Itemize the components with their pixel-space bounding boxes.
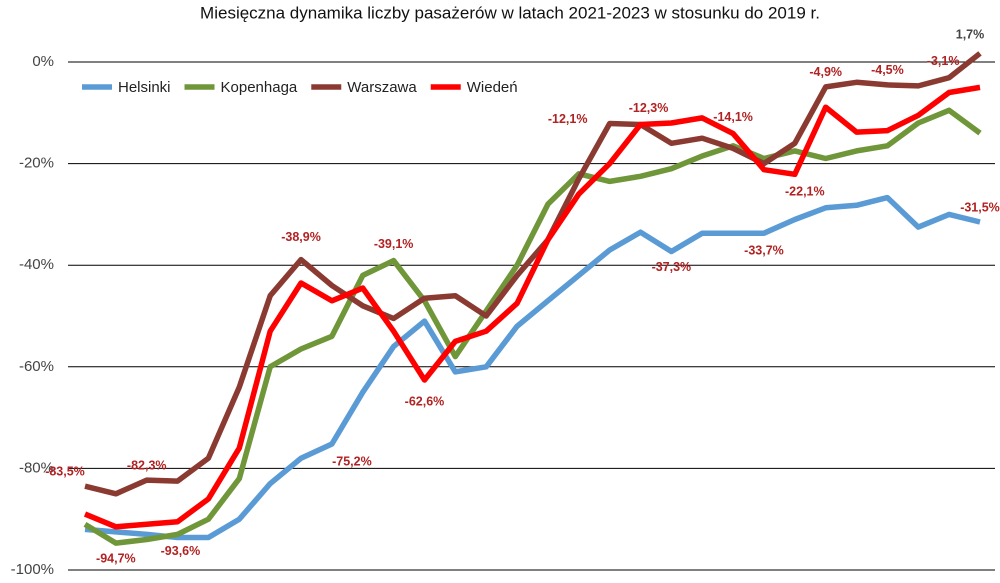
- y-tick-label: -100%: [11, 561, 54, 578]
- series-line: [83, 107, 982, 546]
- data-label: -4,5%: [871, 63, 904, 77]
- series-line: [83, 84, 981, 530]
- chart-title: Miesięczna dynamika liczby pasażerów w l…: [200, 3, 820, 22]
- y-tick-label: -40%: [19, 256, 54, 273]
- y-tick-label: -60%: [19, 358, 54, 375]
- legend-label: Wiedeń: [467, 79, 518, 96]
- legend-label: Kopenhaga: [221, 79, 298, 96]
- data-label: -12,1%: [548, 112, 588, 126]
- data-label: -33,7%: [744, 243, 784, 257]
- data-label: -82,3%: [127, 458, 167, 472]
- data-label: -12,3%: [629, 101, 669, 115]
- data-label: -4,9%: [809, 65, 842, 79]
- y-tick-label: -80%: [19, 459, 54, 476]
- data-label: -31,5%: [960, 200, 1000, 214]
- legend-label: Warszawa: [347, 79, 417, 96]
- data-label: -38,9%: [281, 230, 321, 244]
- series-line: [84, 194, 981, 541]
- series-line: [84, 51, 982, 497]
- data-label: -14,1%: [713, 110, 753, 124]
- data-label: -22,1%: [785, 185, 825, 199]
- data-label: 1,7%: [956, 28, 985, 42]
- data-label: -93,6%: [161, 544, 201, 558]
- y-tick-label: -20%: [19, 155, 54, 172]
- legend-label: Helsinki: [118, 79, 171, 96]
- data-label: -37,3%: [652, 260, 692, 274]
- data-label: -94,7%: [96, 551, 136, 565]
- data-label: -62,6%: [405, 394, 445, 408]
- data-label: -39,1%: [374, 237, 414, 251]
- data-label: -75,2%: [332, 454, 372, 468]
- data-label: -83,5%: [45, 464, 85, 478]
- data-label: -3,1%: [927, 54, 960, 68]
- y-tick-label: 0%: [32, 53, 54, 70]
